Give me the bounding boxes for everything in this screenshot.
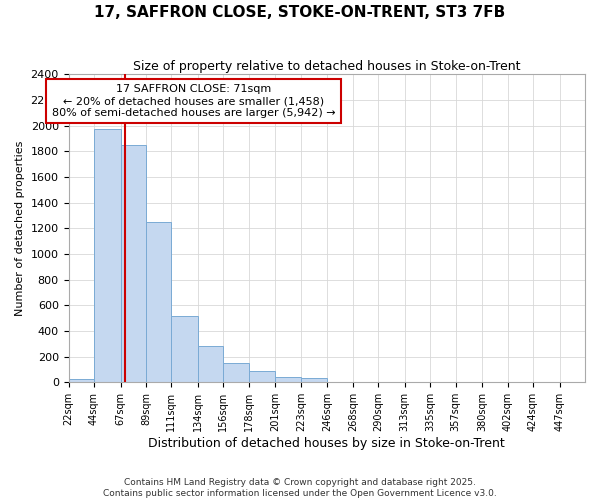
- Bar: [94, 128, 121, 382]
- Bar: [172, 316, 198, 382]
- Bar: [198, 346, 223, 382]
- Y-axis label: Number of detached properties: Number of detached properties: [15, 140, 25, 316]
- Bar: [146, 222, 172, 382]
- X-axis label: Distribution of detached houses by size in Stoke-on-Trent: Distribution of detached houses by size …: [148, 437, 505, 450]
- Bar: [301, 378, 328, 382]
- Bar: [249, 372, 275, 382]
- Bar: [223, 363, 249, 382]
- Text: 17, SAFFRON CLOSE, STOKE-ON-TRENT, ST3 7FB: 17, SAFFRON CLOSE, STOKE-ON-TRENT, ST3 7…: [94, 5, 506, 20]
- Bar: [68, 379, 94, 382]
- Title: Size of property relative to detached houses in Stoke-on-Trent: Size of property relative to detached ho…: [133, 60, 521, 73]
- Text: 17 SAFFRON CLOSE: 71sqm
← 20% of detached houses are smaller (1,458)
80% of semi: 17 SAFFRON CLOSE: 71sqm ← 20% of detache…: [52, 84, 335, 117]
- Bar: [275, 377, 301, 382]
- Text: Contains HM Land Registry data © Crown copyright and database right 2025.
Contai: Contains HM Land Registry data © Crown c…: [103, 478, 497, 498]
- Bar: [121, 145, 146, 382]
